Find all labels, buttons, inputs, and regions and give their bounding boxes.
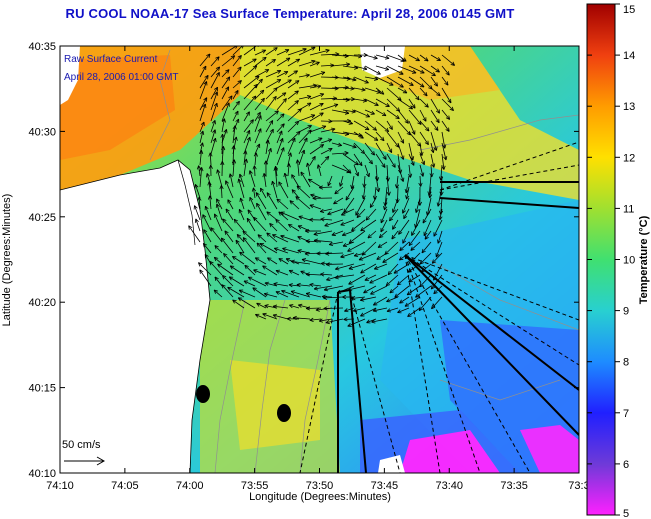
x-tick-label: 73:40 xyxy=(435,480,463,492)
colorbar-tick-label: 12 xyxy=(623,152,635,164)
y-axis-label: Latitude (Degrees:Minutes) xyxy=(1,194,13,327)
colorbar-tick-label: 6 xyxy=(623,459,629,471)
colorbar-tick-label: 13 xyxy=(623,101,635,113)
sst-field xyxy=(60,46,579,473)
x-tick-label: 73:55 xyxy=(241,480,269,492)
scale-arrow-icon xyxy=(64,456,106,466)
colorbar-ticks: 5 6 7 8 9 10 11 12 13 14 15 xyxy=(587,3,635,519)
colorbar-label: Temperature (°C) xyxy=(638,215,650,304)
y-axis: 40:10 40:15 40:20 40:25 40:30 40:35 xyxy=(28,41,579,480)
y-tick-label: 40:30 xyxy=(28,126,56,138)
x-tick-label: 74:05 xyxy=(111,480,139,492)
y-tick-label: 40:10 xyxy=(28,468,56,480)
x-tick-label: 73:3 xyxy=(568,480,589,492)
colorbar-tick-label: 14 xyxy=(623,50,635,62)
legend-line-2: April 28, 2006 01:00 GMT xyxy=(64,72,179,83)
colorbar-tick-label: 11 xyxy=(623,203,634,215)
x-tick-label: 73:45 xyxy=(371,480,399,492)
colorbar-tick-label: 7 xyxy=(623,408,629,420)
x-tick-label: 73:35 xyxy=(500,480,528,492)
x-tick-label: 74:00 xyxy=(176,480,204,492)
x-axis-label: Longitude (Degrees:Minutes) xyxy=(249,491,391,503)
x-tick-label: 74:10 xyxy=(46,480,74,492)
y-tick-label: 40:20 xyxy=(28,297,56,309)
y-tick-label: 40:15 xyxy=(28,383,56,395)
colorbar-tick-label: 10 xyxy=(623,255,635,267)
map-title: RU COOL NOAA-17 Sea Surface Temperature:… xyxy=(65,6,515,21)
x-tick-label: 73:50 xyxy=(306,480,334,492)
colorbar-tick-label: 8 xyxy=(623,357,629,369)
y-tick-label: 40:35 xyxy=(28,41,56,53)
scale-label: 50 cm/s xyxy=(62,439,101,451)
legend-line-1: Raw Surface Current xyxy=(64,54,158,65)
colorbar-tick-label: 15 xyxy=(623,4,635,16)
current-vectors xyxy=(188,46,455,327)
colorbar-tick-label: 9 xyxy=(623,306,629,318)
colorbar-tick-label: 5 xyxy=(623,508,629,519)
y-tick-label: 40:25 xyxy=(28,212,56,224)
x-axis: 74:10 74:05 74:00 73:55 73:50 73:45 73:40 73:35… xyxy=(46,46,590,492)
